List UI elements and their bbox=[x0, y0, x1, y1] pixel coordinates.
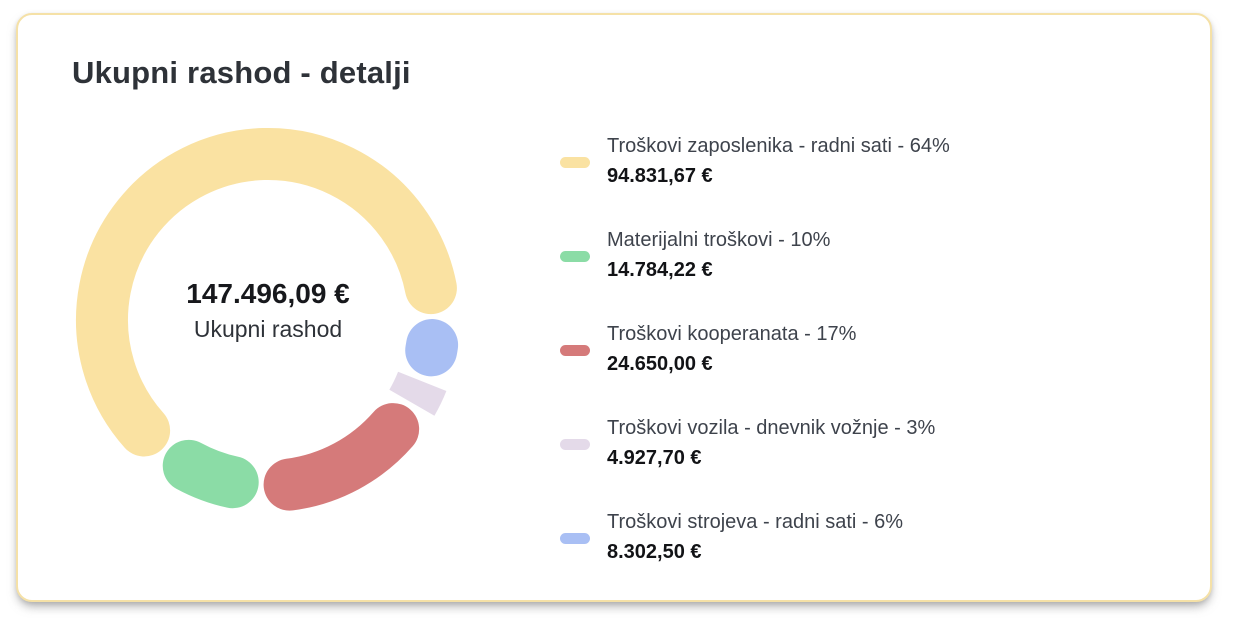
legend-value: 94.831,67 € bbox=[607, 165, 713, 187]
legend-item-strojevi[interactable]: Troškovi strojeva - radni sati - 6% 8.30… bbox=[560, 509, 1180, 565]
legend-label: Troškovi vozila - dnevnik vožnje - 3% bbox=[607, 417, 936, 439]
legend-swatch-blue bbox=[560, 533, 590, 544]
legend-item-kooperanti[interactable]: Troškovi kooperanata - 17% 24.650,00 € bbox=[560, 321, 1180, 377]
legend-swatch-green bbox=[560, 251, 590, 262]
donut-segment-0[interactable] bbox=[76, 128, 457, 457]
expense-details-card: Ukupni rashod - detalji 147.496,09 € Uku… bbox=[16, 13, 1212, 602]
total-value: 147.496,09 € bbox=[186, 278, 350, 309]
legend-label: Materijalni troškovi - 10% bbox=[607, 229, 831, 251]
donut-segment-1[interactable] bbox=[162, 439, 259, 509]
donut-center-text: 147.496,09 € Ukupni rashod bbox=[186, 277, 350, 344]
legend-label: Troškovi zaposlenika - radni sati - 64% bbox=[607, 135, 950, 157]
legend-value: 24.650,00 € bbox=[607, 353, 713, 375]
donut-chart bbox=[48, 100, 488, 540]
legend-label: Troškovi strojeva - radni sati - 6% bbox=[607, 511, 904, 533]
legend-swatch-yellow bbox=[560, 157, 590, 168]
donut-chart-svg bbox=[76, 128, 459, 511]
legend-item-vozila[interactable]: Troškovi vozila - dnevnik vožnje - 3% 4.… bbox=[560, 415, 1180, 471]
donut-segment-2[interactable] bbox=[263, 403, 420, 511]
legend-swatch-red bbox=[560, 345, 590, 356]
legend-value: 8.302,50 € bbox=[607, 541, 702, 563]
total-label: Ukupni rashod bbox=[193, 316, 343, 342]
legend-item-materijalni[interactable]: Materijalni troškovi - 10% 14.784,22 € bbox=[560, 227, 1180, 283]
chart-legend: Troškovi zaposlenika - radni sati - 64% … bbox=[560, 133, 1180, 603]
legend-item-zaposlenici[interactable]: Troškovi zaposlenika - radni sati - 64% … bbox=[560, 133, 1180, 189]
donut-segment-4[interactable] bbox=[405, 319, 459, 377]
legend-label: Troškovi kooperanata - 17% bbox=[607, 323, 857, 345]
page-title: Ukupni rashod - detalji bbox=[72, 55, 411, 90]
legend-value: 14.784,22 € bbox=[607, 259, 713, 281]
donut-segment-3[interactable] bbox=[389, 371, 447, 416]
legend-swatch-lavender bbox=[560, 439, 590, 450]
legend-value: 4.927,70 € bbox=[607, 447, 702, 469]
